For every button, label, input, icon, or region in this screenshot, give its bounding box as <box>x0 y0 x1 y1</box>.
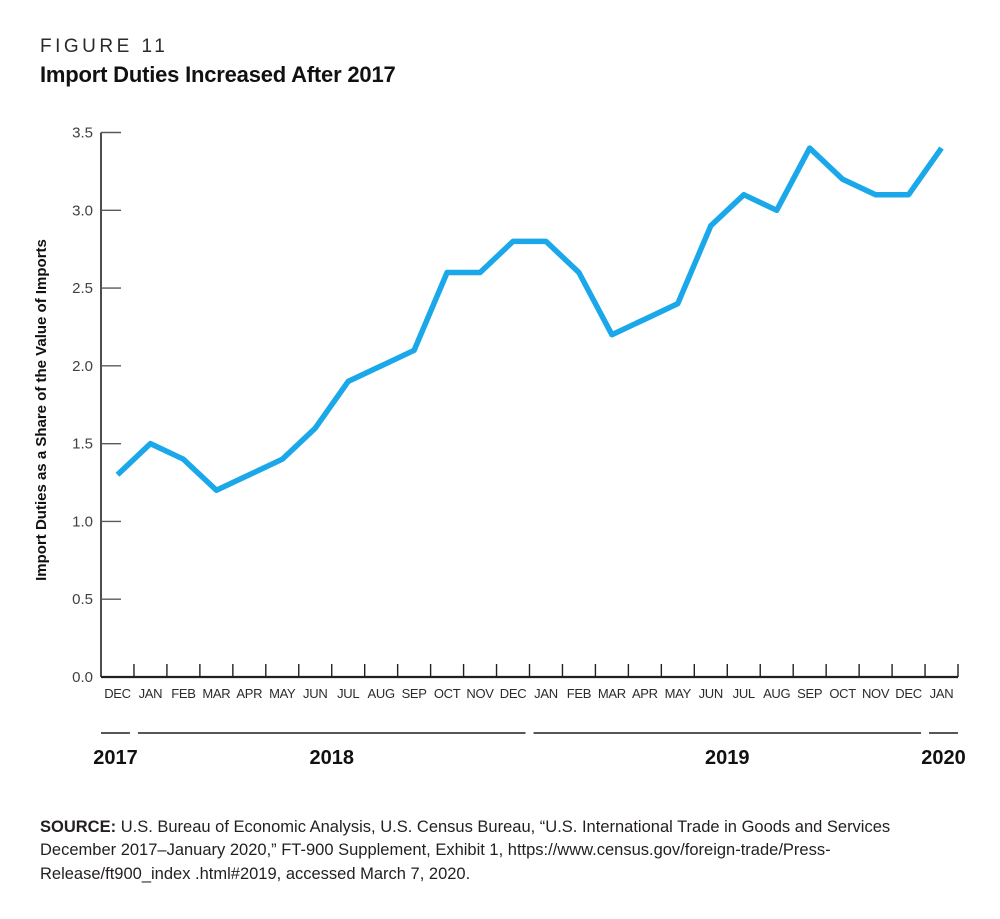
month-label: NOV <box>466 686 494 701</box>
y-tick-label: 0.5 <box>72 591 93 608</box>
month-label: NOV <box>862 686 890 701</box>
month-label: DEC <box>500 686 527 701</box>
month-label: JAN <box>534 686 558 701</box>
month-label: JAN <box>930 686 954 701</box>
month-label: AUG <box>368 686 395 701</box>
month-label: DEC <box>104 686 131 701</box>
month-label: JAN <box>139 686 163 701</box>
month-label: APR <box>236 686 262 701</box>
year-label: 2017 <box>93 747 138 769</box>
y-axis-title: Import Duties as a Share of the Value of… <box>33 239 50 581</box>
source-note: SOURCE: U.S. Bureau of Economic Analysis… <box>40 816 956 886</box>
data-line <box>115 145 944 494</box>
y-tick-label: 3.0 <box>72 202 93 219</box>
month-label: SEP <box>797 686 822 701</box>
month-label: JUL <box>733 686 755 701</box>
month-label: FEB <box>171 686 195 701</box>
month-label: MAY <box>665 686 692 701</box>
month-label: AUG <box>763 686 790 701</box>
source-text: U.S. Bureau of Economic Analysis, U.S. C… <box>40 818 891 883</box>
chart-title: Import Duties Increased After 2017 <box>40 62 396 87</box>
y-tick-label: 2.5 <box>72 280 93 297</box>
chart-area: 0.0 0.5 1.0 1.5 2.0 2.5 3.0 3.5 DEC JAN FEB MAR APR M… <box>0 110 1000 790</box>
month-label: SEP <box>402 686 427 701</box>
month-label: MAY <box>269 686 296 701</box>
month-label: JUN <box>699 686 723 701</box>
month-label: DEC <box>895 686 922 701</box>
month-label: MAR <box>598 686 626 701</box>
source-label: SOURCE: <box>40 818 117 836</box>
figure-label: FIGURE 11 <box>40 36 169 57</box>
y-tick-label: 3.5 <box>72 125 93 142</box>
month-label: FEB <box>567 686 591 701</box>
y-tick-label: 2.0 <box>72 358 93 375</box>
year-label: 2018 <box>309 747 354 769</box>
year-label: 2019 <box>705 747 750 769</box>
month-label: MAR <box>202 686 230 701</box>
y-tick-label: 1.5 <box>72 436 93 453</box>
chart-svg: 0.0 0.5 1.0 1.5 2.0 2.5 3.0 3.5 DEC JAN FEB MAR APR M… <box>33 125 966 770</box>
month-label: OCT <box>434 686 461 701</box>
month-label: APR <box>632 686 658 701</box>
month-label: JUN <box>303 686 327 701</box>
y-tick-label: 0.0 <box>72 669 93 686</box>
month-label: JUL <box>337 686 359 701</box>
month-label: OCT <box>829 686 856 701</box>
year-label: 2020 <box>921 747 966 769</box>
y-tick-label: 1.0 <box>72 513 93 530</box>
